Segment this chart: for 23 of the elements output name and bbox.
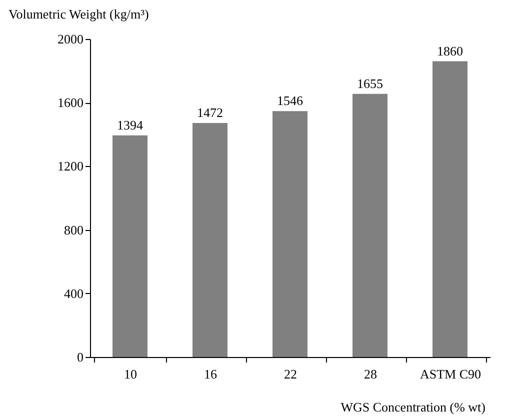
data-label: 1860	[437, 43, 463, 58]
x-tick-label: 10	[124, 366, 137, 382]
bar	[112, 135, 148, 357]
data-label: 1655	[357, 76, 383, 91]
x-tick-label: ASTM C90	[420, 366, 482, 382]
y-tick-label: 1600	[58, 95, 84, 110]
bar	[432, 61, 468, 357]
data-label: 1472	[197, 104, 223, 120]
bar	[192, 122, 228, 357]
y-tick-label: 0	[77, 350, 84, 364]
x-tick-label: 28	[364, 366, 377, 382]
x-tick-label: 22	[284, 366, 297, 382]
y-tick-label: 1200	[58, 158, 84, 174]
data-label: 1394	[117, 117, 144, 132]
bar	[352, 94, 388, 357]
y-tick-label: 400	[64, 286, 84, 301]
x-axis-title: WGS Concentration (% wt)	[340, 400, 486, 414]
x-tick-label: 16	[204, 366, 218, 382]
y-tick-label: 2000	[58, 32, 84, 46]
y-axis-title: Volumetric Weight (kg/m³)	[8, 6, 149, 22]
bar	[272, 111, 308, 357]
data-label: 1546	[277, 93, 304, 108]
y-tick-label: 800	[64, 222, 84, 238]
